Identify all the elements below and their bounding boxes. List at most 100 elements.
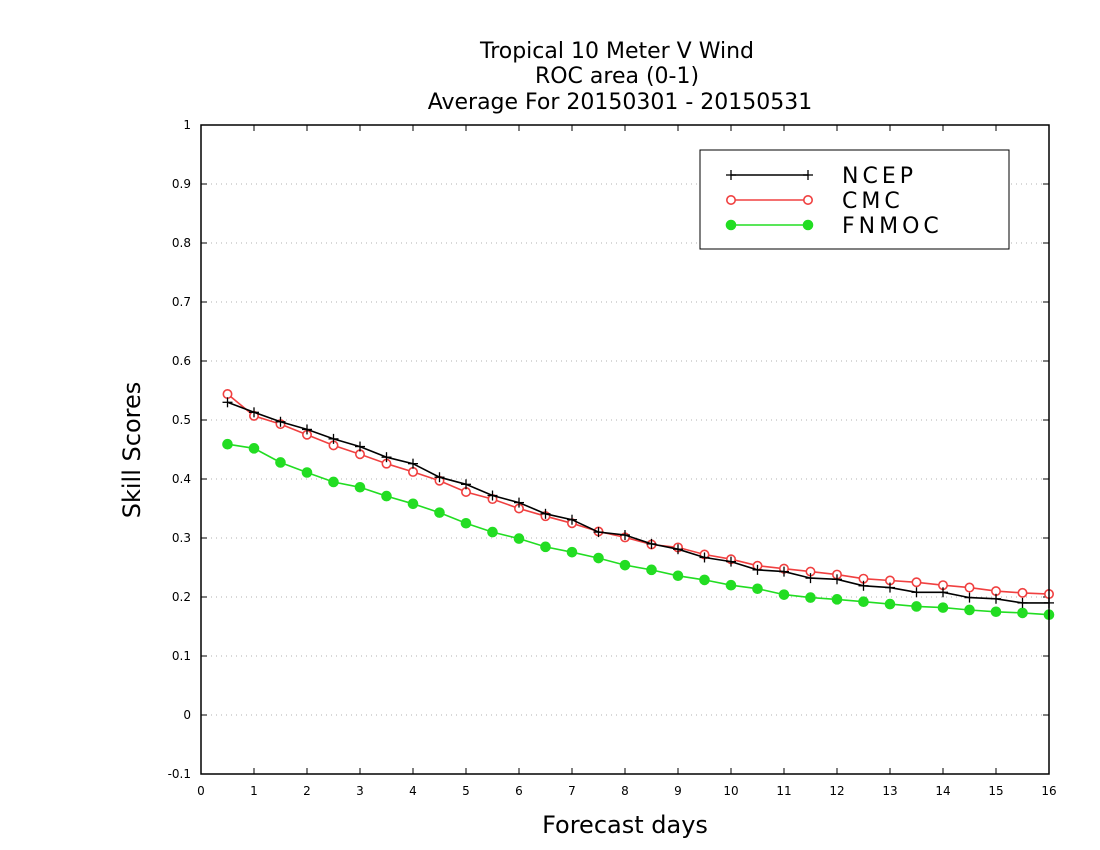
data-point-ncep xyxy=(699,552,710,563)
legend-item-cmc: CMC xyxy=(725,189,904,214)
data-point-fnmoc xyxy=(805,592,816,603)
data-point-fnmoc xyxy=(328,476,339,488)
y-tick-label: 0.6 xyxy=(172,354,191,368)
x-tick-label: 11 xyxy=(776,784,791,798)
x-tick-label: 0 xyxy=(197,784,205,798)
y-tick-label: 0.8 xyxy=(172,236,191,250)
data-point-ncep xyxy=(938,587,948,598)
data-point-fnmoc xyxy=(566,546,578,558)
data-point-ncep xyxy=(805,573,816,584)
y-tick-label: 1 xyxy=(183,118,191,132)
data-point-fnmoc xyxy=(381,490,392,502)
x-tick-label: 15 xyxy=(988,784,1003,798)
x-tick-label: 3 xyxy=(356,784,364,798)
data-point-ncep xyxy=(408,458,418,469)
data-point-cmc xyxy=(911,577,922,588)
y-tick-label: 0.3 xyxy=(172,531,191,545)
data-point-fnmoc xyxy=(248,443,260,454)
data-point-ncep xyxy=(593,527,604,538)
data-point-fnmoc xyxy=(487,526,498,538)
x-tick-label: 7 xyxy=(568,784,576,798)
y-axis-label: Skill Scores xyxy=(118,382,146,519)
legend-item-fnmoc: FNMOC xyxy=(725,214,939,239)
legend-marker-ncep xyxy=(803,170,813,180)
x-tick-label: 2 xyxy=(303,784,311,798)
x-tick-label: 9 xyxy=(674,784,682,798)
data-point-ncep xyxy=(858,580,869,591)
data-point-fnmoc xyxy=(301,467,313,478)
data-point-fnmoc xyxy=(460,517,472,529)
legend-marker-cmc xyxy=(802,195,813,206)
data-point-fnmoc xyxy=(937,602,949,613)
data-point-fnmoc xyxy=(513,533,525,544)
x-tick-label: 16 xyxy=(1041,784,1056,798)
data-point-ncep xyxy=(487,490,498,501)
data-point-ncep xyxy=(752,564,763,575)
data-point-fnmoc xyxy=(831,594,843,605)
legend-label-ncep: NCEP xyxy=(842,164,917,189)
data-point-fnmoc xyxy=(752,583,763,595)
x-tick-label: 4 xyxy=(409,784,417,798)
plot-frame xyxy=(200,124,1050,775)
y-tick-label: 0.9 xyxy=(172,177,191,191)
series-line-fnmoc xyxy=(227,443,1050,616)
data-point-ncep xyxy=(673,544,683,555)
data-point-fnmoc xyxy=(619,559,631,571)
data-point-cmc xyxy=(964,582,975,593)
chart-title: Tropical 10 Meter V Wind ROC area (0-1) … xyxy=(428,39,813,115)
x-tick-label: 5 xyxy=(462,784,470,798)
chart-title-line-3: Average For 20150301 - 20150531 xyxy=(428,90,813,115)
data-point-ncep xyxy=(249,407,259,418)
plot-series xyxy=(222,389,1055,621)
data-point-ncep xyxy=(964,592,975,603)
data-point-ncep xyxy=(567,514,577,525)
legend-marker-fnmoc xyxy=(725,219,737,231)
data-point-fnmoc xyxy=(222,438,233,450)
x-tick-label: 14 xyxy=(935,784,950,798)
data-point-fnmoc xyxy=(275,457,286,468)
data-point-fnmoc xyxy=(725,579,737,591)
data-point-ncep xyxy=(620,530,630,541)
data-point-fnmoc xyxy=(699,574,710,586)
legend-label-cmc: CMC xyxy=(842,189,904,214)
data-point-ncep xyxy=(885,582,895,593)
data-point-fnmoc xyxy=(407,498,419,510)
grid xyxy=(201,183,1049,716)
data-point-ncep xyxy=(275,416,286,427)
data-point-fnmoc xyxy=(540,541,551,553)
data-point-ncep xyxy=(1017,597,1028,608)
data-point-cmc xyxy=(407,466,418,477)
x-tick-label: 6 xyxy=(515,784,523,798)
series-ncep xyxy=(222,397,1054,608)
data-point-ncep xyxy=(832,574,842,585)
x-tick-label: 8 xyxy=(621,784,629,798)
data-point-ncep xyxy=(381,452,392,463)
data-point-ncep xyxy=(434,472,445,483)
data-point-fnmoc xyxy=(911,601,922,612)
data-point-ncep xyxy=(355,441,365,452)
x-tick-label: 1 xyxy=(250,784,258,798)
data-point-fnmoc xyxy=(990,606,1002,618)
data-point-ncep xyxy=(328,433,339,444)
x-axis-label: Forecast days xyxy=(542,811,708,839)
y-tick-label: 0.7 xyxy=(172,295,191,309)
x-tick-label: 13 xyxy=(882,784,897,798)
chart-title-line-2: ROC area (0-1) xyxy=(535,64,699,89)
series-fnmoc xyxy=(222,438,1055,621)
legend-marker-cmc xyxy=(725,195,736,206)
y-tick-label: 0.5 xyxy=(172,413,191,427)
legend-marker-ncep xyxy=(726,170,736,180)
x-tick-label: 10 xyxy=(723,784,738,798)
data-point-ncep xyxy=(222,397,233,408)
data-point-ncep xyxy=(991,593,1001,604)
data-point-ncep xyxy=(302,424,312,435)
data-point-fnmoc xyxy=(593,552,604,564)
data-point-fnmoc xyxy=(884,598,896,610)
data-point-ncep xyxy=(461,479,471,490)
chart-title-line-1: Tropical 10 Meter V Wind xyxy=(479,39,754,64)
axis-ticks: -0.100.10.20.30.40.50.60.70.80.910 1 2 3 4 5 6… xyxy=(168,118,1057,798)
series-line-cmc xyxy=(226,393,1050,595)
legend-marker-fnmoc xyxy=(802,219,814,231)
x-tick-label: 12 xyxy=(829,784,844,798)
